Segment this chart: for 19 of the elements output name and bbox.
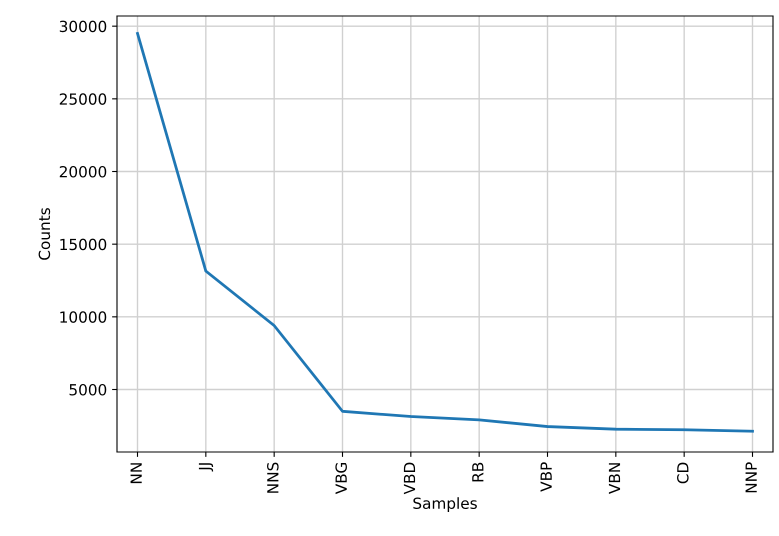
y-tick-label: 15000 [60,238,106,250]
x-axis-title: Samples [413,497,477,512]
x-tick-label: CD [677,462,689,484]
x-tick-label: VBN [608,463,620,494]
line-series [136,32,754,433]
x-tick-label: RB [472,462,484,482]
y-axis-title: Counts [38,208,50,260]
x-tick-label: NNP [746,462,757,492]
y-tick-label: 25000 [60,93,106,105]
y-tick-label: 30000 [60,20,106,32]
x-tick-label: VBD [404,462,416,494]
x-tick-label: VBG [335,462,347,494]
y-tick-label: 5000 [70,384,106,396]
x-tick-label: JJ [198,463,214,472]
x-tick-label: NN [130,463,142,484]
y-tick-label: 20000 [60,166,106,178]
y-tick-label: 10000 [60,311,106,323]
x-tick-label: VBP [540,462,552,492]
x-tick-label: NNS [267,462,279,493]
